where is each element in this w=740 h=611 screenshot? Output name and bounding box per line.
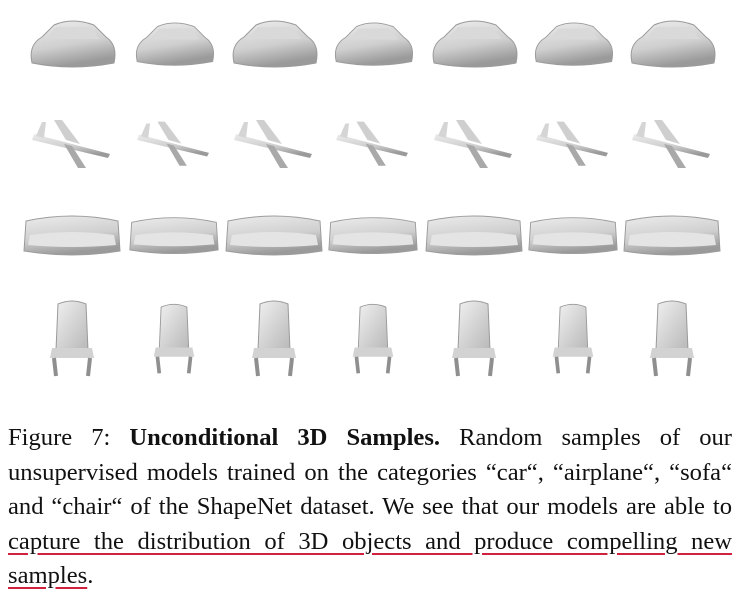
sample-row-chair bbox=[50, 300, 694, 377]
chair-sample bbox=[153, 303, 195, 374]
sample-row-sofa bbox=[23, 215, 721, 256]
sofa-sample bbox=[328, 217, 418, 255]
sofa-sample bbox=[225, 215, 323, 256]
sofa-sample bbox=[528, 217, 618, 255]
sample-row-car bbox=[30, 20, 716, 68]
caption-end: . bbox=[87, 562, 94, 589]
airplane-sample bbox=[32, 120, 110, 168]
figure-caption: Figure 7: Unconditional 3D Samples. Rand… bbox=[8, 421, 732, 594]
car-sample bbox=[432, 20, 518, 68]
airplane-sample bbox=[632, 120, 710, 168]
caption-title: Unconditional 3D Samples. bbox=[129, 424, 441, 451]
sample-row-airplane bbox=[32, 120, 710, 168]
chair-sample bbox=[452, 300, 496, 377]
airplane-sample bbox=[434, 120, 512, 168]
chair-sample bbox=[552, 303, 594, 374]
caption-text: Random samples of our unsupervised model… bbox=[8, 424, 732, 520]
car-sample bbox=[30, 20, 116, 68]
chair-sample bbox=[650, 300, 694, 377]
caption-highlight: capture the distribution of 3D objects a… bbox=[8, 527, 732, 590]
sofa-sample bbox=[129, 217, 219, 255]
chair-sample bbox=[252, 300, 296, 377]
chair-sample bbox=[50, 300, 94, 377]
chair-sample bbox=[352, 303, 394, 374]
car-sample bbox=[334, 22, 414, 66]
sofa-sample bbox=[623, 215, 721, 256]
samples-grid bbox=[23, 20, 721, 377]
airplane-sample bbox=[536, 121, 608, 166]
car-sample bbox=[630, 20, 716, 68]
sofa-sample bbox=[425, 215, 523, 256]
car-sample bbox=[534, 22, 614, 66]
airplane-sample bbox=[234, 120, 312, 168]
car-sample bbox=[135, 22, 215, 66]
car-sample bbox=[232, 20, 318, 68]
caption-label: Figure 7: bbox=[8, 424, 111, 451]
sofa-sample bbox=[23, 215, 121, 256]
airplane-sample bbox=[137, 121, 209, 166]
airplane-sample bbox=[336, 121, 408, 166]
